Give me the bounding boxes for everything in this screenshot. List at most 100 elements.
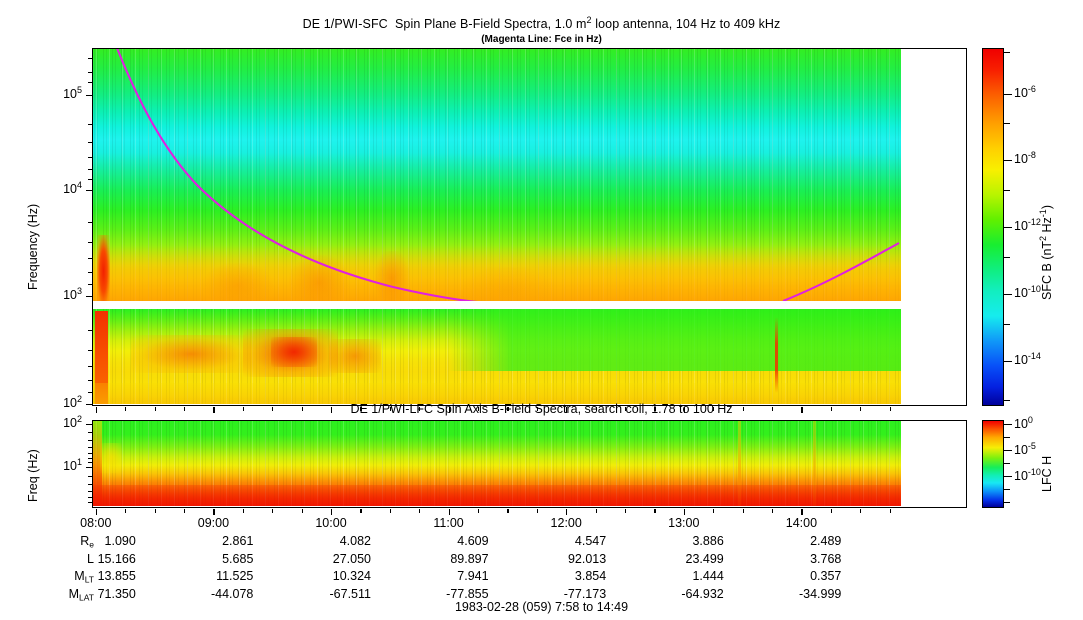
ephemeris-cell: 15.166 xyxy=(97,551,136,566)
lfc-ytick-label-1e2: 102 xyxy=(63,413,82,430)
sfc-cbtick xyxy=(1004,190,1010,192)
sfc-lower-red-core-0945 xyxy=(271,337,318,368)
time-tick-major xyxy=(448,406,450,413)
time-tick-label: 10:00 xyxy=(315,516,347,530)
sfc-colorbar xyxy=(982,48,1004,406)
time-tick-minor xyxy=(889,508,891,513)
sfc-ytick-minor xyxy=(88,222,92,224)
time-tick-minor xyxy=(184,406,186,411)
ephemeris-cell: -64.932 xyxy=(681,586,724,601)
time-tick-minor xyxy=(625,406,627,411)
lfc-cbtick-label-1e0: 100 xyxy=(1014,414,1033,431)
sfc-ytick-1e5 xyxy=(86,95,92,97)
time-tick-major xyxy=(566,406,568,413)
lfc-y-axis-label: Freq (Hz) xyxy=(26,449,40,502)
ephemeris-row-label: MLT xyxy=(74,569,94,585)
ephemeris-cell: 2.861 xyxy=(222,534,254,548)
time-tick-minor xyxy=(478,508,480,513)
sfc-ytick-minor xyxy=(88,380,92,382)
time-tick-minor xyxy=(419,406,421,411)
lfc-cbtick xyxy=(1004,489,1010,491)
time-tick-major xyxy=(566,508,568,515)
time-tick-minor xyxy=(507,406,509,411)
sfc-ytick-minor xyxy=(88,392,92,394)
time-tick-minor xyxy=(830,406,833,411)
time-tick-minor xyxy=(507,508,509,513)
time-tick-minor xyxy=(272,406,274,411)
sfc-cbtick xyxy=(1004,160,1012,162)
time-tick-minor xyxy=(860,508,862,513)
time-tick-label: 11:00 xyxy=(433,516,464,530)
time-tick-major xyxy=(683,508,686,515)
ephemeris-cell: 89.897 xyxy=(450,551,489,566)
sfc-lower-bottom-yellow xyxy=(93,383,902,405)
time-tick-minor xyxy=(360,406,362,411)
lfc-ytick-minor xyxy=(88,462,92,464)
ephemeris-cell: 27.050 xyxy=(332,551,371,566)
ephemeris-cell: 2.489 xyxy=(810,534,842,548)
sfc-upper-orange-patch-1130 xyxy=(463,267,554,302)
lfc-band xyxy=(93,421,902,507)
ephemeris-row-label: Re xyxy=(80,534,94,550)
sfc-ytick-minor xyxy=(88,179,92,181)
sfc-ytick-1e2 xyxy=(86,404,92,406)
sfc-ytick-label-1e4: 104 xyxy=(63,179,82,196)
time-tick-major xyxy=(95,406,98,413)
time-tick-major xyxy=(801,508,803,515)
ephemeris-row-label: MLAT xyxy=(68,586,94,602)
ephemeris-row-label: L xyxy=(87,551,94,566)
time-tick-major xyxy=(213,508,215,515)
sfc-ytick-minor xyxy=(88,124,92,126)
ephemeris-cell: -77.173 xyxy=(563,586,607,601)
sfc-lower-red-streak-1330 xyxy=(775,317,778,394)
lfc-left-edge-burst xyxy=(93,421,103,507)
lfc-ytick-1e2 xyxy=(86,424,92,426)
sfc-upper-red-burst-0800 xyxy=(97,235,111,302)
sfc-colorbar-label: SFC B (nT2 Hz-1) xyxy=(1037,205,1054,300)
time-tick-minor xyxy=(301,508,303,513)
time-tick-minor xyxy=(478,406,480,411)
ephemeris-cell: 13.855 xyxy=(97,569,136,583)
time-tick-minor xyxy=(154,508,156,513)
time-tick-major xyxy=(95,508,98,515)
sfc-ytick-minor xyxy=(88,169,92,171)
lfc-ytick-minor xyxy=(88,458,92,460)
time-tick-minor xyxy=(772,406,774,411)
lfc-ytick-minor xyxy=(88,447,92,449)
ephemeris-cell: 0.357 xyxy=(810,569,842,583)
sfc-ytick-minor xyxy=(88,272,92,274)
time-tick-minor xyxy=(389,508,392,513)
ephemeris-table: Re 1.090 2.861 4.082 4.609 4.547 3.886 2.489 L 15… xyxy=(0,533,1083,603)
time-tick-major xyxy=(331,508,333,515)
sfc-ytick-minor xyxy=(88,157,92,159)
time-tick-minor xyxy=(419,508,421,513)
time-tick-minor xyxy=(536,508,539,513)
lfc-ytick-minor xyxy=(88,497,92,499)
sfc-cbtick xyxy=(1004,52,1010,54)
sfc-cbtick xyxy=(1004,227,1012,229)
sfc-ytick-minor xyxy=(88,284,92,286)
ephemeris-cell: 1.090 xyxy=(104,534,136,548)
lfc-cbtick xyxy=(1004,437,1010,439)
sfc-ytick-minor xyxy=(88,82,92,84)
sfc-ytick-1e4 xyxy=(86,190,92,192)
time-tick-minor xyxy=(272,508,274,513)
sfc-cbtick xyxy=(1004,257,1010,259)
time-tick-label: 12:00 xyxy=(550,516,582,530)
sfc-lower-green-region xyxy=(448,309,902,372)
ephemeris-cell: 11.525 xyxy=(216,569,254,583)
lfc-cbtick xyxy=(1004,502,1010,504)
lfc-ytick-1e1 xyxy=(86,467,92,469)
lfc-ytick-minor xyxy=(88,484,92,486)
ephemeris-cell: 10.324 xyxy=(332,569,371,583)
time-tick-label: 14:00 xyxy=(785,516,818,530)
fce-line-upper xyxy=(116,49,900,302)
sfc-upper-band xyxy=(93,49,902,302)
time-tick-minor xyxy=(889,406,891,411)
sfc-cbtick xyxy=(1004,400,1010,402)
lfc-cbtick xyxy=(1004,424,1012,426)
sfc-cbtick xyxy=(1004,294,1012,296)
sfc-band-gap xyxy=(93,301,966,310)
sfc-lower-red-burst-0800 xyxy=(95,311,109,405)
sfc-cbtick xyxy=(1004,123,1010,125)
